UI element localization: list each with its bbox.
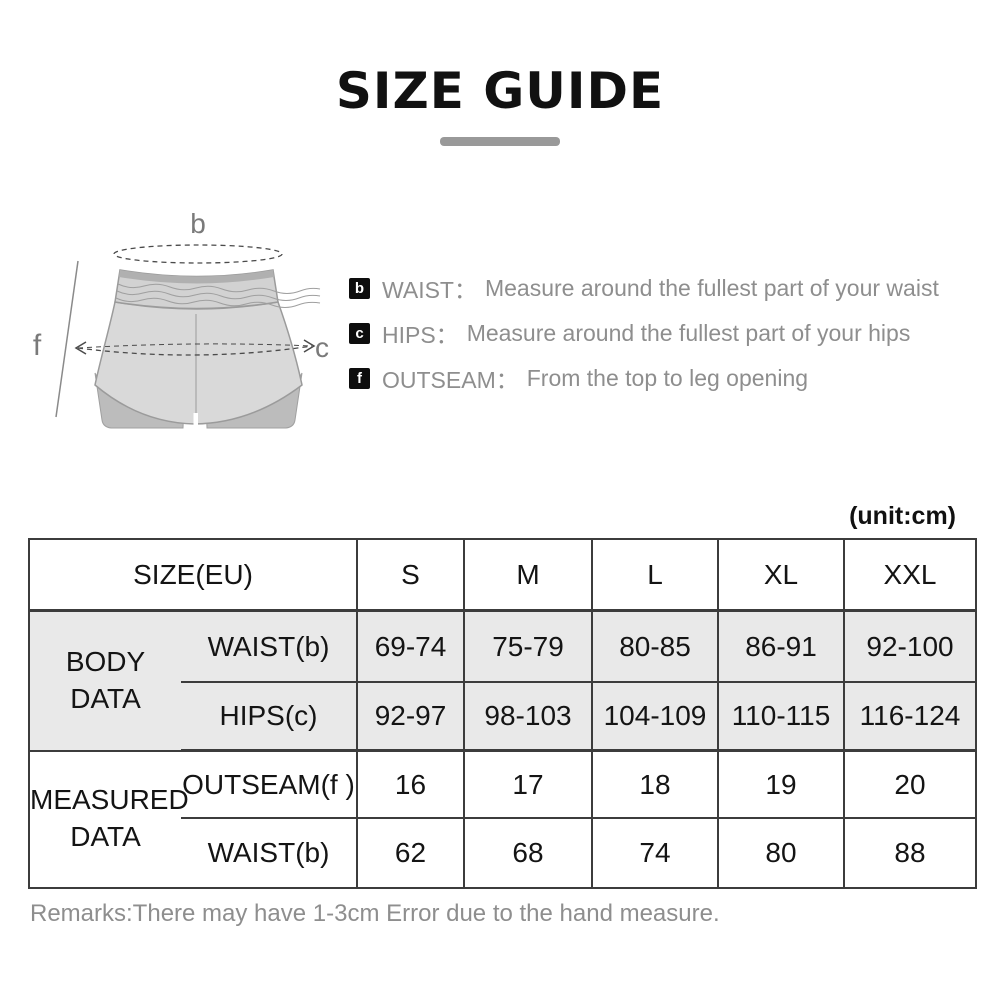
diagram-label-f: f [33,329,42,362]
legend-label: WAIST： [382,277,477,303]
table-cell: 62 [356,817,465,889]
table-cell: 74 [591,817,719,889]
legend-description: From the top to leg opening [526,364,809,391]
hips-measure-line [74,339,316,356]
legend-row-outseam: f OUTSEAM： From the top to leg opening [349,364,939,393]
table-cell: 92-100 [843,609,977,683]
size-col-header-l: L [591,538,719,612]
legend-key-f-icon: f [349,367,370,389]
diagram-label-b: b [190,208,206,239]
legend-label: OUTSEAM： [382,367,519,393]
shorts-leg-split [193,413,198,431]
size-col-header-xl: XL [717,538,845,612]
table-row-hips-body: HIPS(c) 92-97 98-103 104-109 110-115 116… [29,681,977,752]
table-cell: 88 [843,817,977,889]
remarks-note: Remarks:There may have 1-3cm Error due t… [30,900,720,927]
table-cell: 16 [356,749,465,819]
table-row-outseam-measured: MEASURED DATA OUTSEAM(f ) 16 17 18 19 20 [28,749,977,889]
legend-row-waist: b WAIST： Measure around the fullest part… [349,274,939,303]
table-cell: 86-91 [717,609,845,683]
row-label-waist-b: WAIST(b) [181,609,358,683]
title-underline [440,137,560,146]
legend-key-b-icon: b [349,277,370,299]
table-cell: 104-109 [591,681,719,752]
table-cell: 92-97 [356,681,465,752]
table-cell: 75-79 [463,609,593,683]
table-cell: 116-124 [843,681,977,752]
row-label-hips-c: HIPS(c) [181,681,358,752]
diagram-label-c: c [315,332,329,363]
shorts-waistband [114,269,321,310]
table-cell: 19 [717,749,845,819]
legend-label: HIPS： [382,322,459,348]
table-cell: 80 [717,817,845,889]
table-row-waist-measured: WAIST(b) 62 68 74 80 88 [29,817,977,889]
table-cell: 17 [463,749,593,819]
waist-measure-ellipse [113,244,283,264]
legend-key-c-icon: c [349,322,370,344]
row-label-outseam-f: OUTSEAM(f ) [181,749,358,819]
legend-description: Measure around the fullest part of your … [466,319,911,346]
size-col-header-s: S [356,538,465,612]
table-cell: 20 [843,749,977,819]
table-header-row: SIZE(EU) S M L XL XXL [28,538,977,612]
size-chart-table: SIZE(EU) S M L XL XXL BODY DATA WAIST(b)… [28,538,977,889]
table-cell: 18 [591,749,719,819]
row-label-waist-b-measured: WAIST(b) [181,817,358,889]
page-title: SIZE GUIDE [335,62,665,120]
legend-row-hips: c HIPS： Measure around the fullest part … [349,319,939,348]
table-cell: 68 [463,817,593,889]
size-eu-header-cell: SIZE(EU) [28,538,358,612]
group-label-body-data: BODY DATA [28,609,181,752]
size-col-header-m: M [463,538,593,612]
group-label-measured-data: MEASURED DATA [28,749,189,889]
unit-note: (unit:cm) [849,502,956,530]
measure-legend: b WAIST： Measure around the fullest part… [349,274,939,393]
outseam-measure-line [55,260,79,418]
shorts-measurement-diagram: b c f [33,208,329,431]
table-cell: 110-115 [717,681,845,752]
size-col-header-xxl: XXL [843,538,977,612]
table-cell: 80-85 [591,609,719,683]
legend-description: Measure around the fullest part of your … [484,274,939,301]
table-row-waist-body: BODY DATA WAIST(b) 69-74 75-79 80-85 86-… [28,609,977,752]
table-cell: 69-74 [356,609,465,683]
table-cell: 98-103 [463,681,593,752]
